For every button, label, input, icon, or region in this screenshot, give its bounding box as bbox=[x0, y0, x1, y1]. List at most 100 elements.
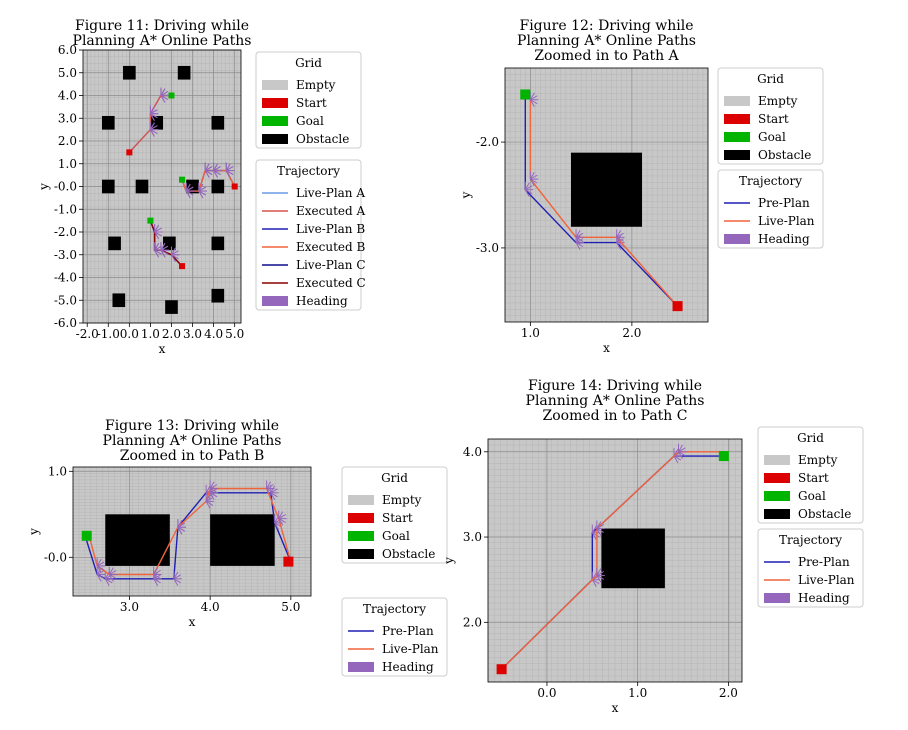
x-tick-label: 2.0 bbox=[162, 327, 181, 341]
legend-label: Live-Plan bbox=[382, 642, 439, 656]
heading-mark bbox=[266, 484, 274, 489]
heading-mark bbox=[530, 95, 538, 101]
heading-mark bbox=[149, 129, 155, 137]
heading-mark bbox=[278, 514, 286, 520]
heading-mark bbox=[150, 113, 158, 119]
legend-label: Goal bbox=[798, 489, 826, 503]
legend-label: Pre-Plan bbox=[382, 624, 434, 638]
heading-mark bbox=[525, 185, 533, 191]
y-tick-label: 4.0 bbox=[58, 89, 77, 103]
x-tick-label: 3.0 bbox=[183, 327, 202, 341]
heading-mark bbox=[596, 528, 602, 536]
heading-mark bbox=[104, 571, 110, 580]
start-marker bbox=[283, 556, 294, 567]
plot-frame bbox=[504, 67, 709, 323]
legend-label: Pre-Plan bbox=[758, 196, 810, 210]
heading-mark bbox=[171, 247, 176, 255]
legend-label: Start bbox=[798, 471, 829, 485]
obstacle bbox=[165, 300, 178, 314]
legend-box bbox=[341, 597, 448, 677]
heading-mark bbox=[160, 95, 166, 103]
heading-mark bbox=[177, 526, 186, 532]
heading-mark bbox=[209, 488, 215, 496]
goal-marker bbox=[147, 217, 154, 224]
legend-swatch bbox=[348, 662, 374, 672]
heading-mark bbox=[154, 243, 160, 251]
goal-marker bbox=[179, 176, 186, 183]
goal-marker bbox=[520, 89, 531, 100]
heading-mark bbox=[575, 236, 584, 242]
heading-mark bbox=[96, 565, 105, 571]
legend-box bbox=[255, 159, 362, 311]
heading-mark bbox=[575, 232, 584, 238]
y-axis-label: y bbox=[459, 191, 473, 199]
y-tick-label: 4.0 bbox=[463, 445, 482, 459]
legend-label: Empty bbox=[382, 493, 422, 507]
legend-title: Trajectory bbox=[739, 174, 802, 188]
x-tick-label: 1.0 bbox=[628, 686, 647, 700]
heading-mark bbox=[266, 488, 274, 493]
heading-mark bbox=[529, 92, 535, 101]
heading-mark bbox=[153, 574, 159, 582]
heading-mark bbox=[153, 578, 159, 586]
goal-marker bbox=[168, 92, 175, 99]
legend-title: Trajectory bbox=[779, 533, 842, 547]
start-marker bbox=[672, 301, 683, 312]
heading-mark bbox=[529, 178, 535, 187]
legend-label: Goal bbox=[296, 114, 324, 128]
chart-title: Figure 11: Driving while Planning A* Onli… bbox=[73, 18, 252, 49]
obstacle bbox=[211, 115, 225, 130]
heading-mark bbox=[153, 567, 159, 575]
heading-mark bbox=[596, 521, 602, 529]
heading-mark bbox=[173, 578, 182, 584]
heading-mark bbox=[198, 186, 207, 192]
y-tick-label: -5.0 bbox=[54, 293, 77, 307]
legend-box bbox=[757, 528, 864, 608]
plot-frame bbox=[487, 438, 743, 683]
heading-mark bbox=[530, 178, 538, 184]
legend-swatch bbox=[724, 234, 750, 244]
heading-mark bbox=[160, 91, 169, 96]
heading-mark bbox=[204, 166, 213, 172]
legend-swatch bbox=[348, 549, 374, 559]
y-axis-label: y bbox=[37, 183, 51, 191]
legend-label: Obstacle bbox=[798, 507, 851, 521]
heading-mark bbox=[205, 494, 211, 502]
obstacle bbox=[101, 115, 115, 130]
heading-mark bbox=[209, 481, 215, 489]
heading-mark bbox=[150, 109, 158, 115]
heading-mark bbox=[96, 565, 102, 574]
heading-mark bbox=[177, 526, 183, 535]
heading-mark bbox=[591, 532, 597, 540]
heading-mark bbox=[108, 567, 114, 575]
legend-label: Goal bbox=[382, 529, 410, 543]
y-tick-label: -0.0 bbox=[44, 550, 67, 564]
heading-mark bbox=[592, 579, 600, 585]
heading-mark bbox=[213, 170, 221, 176]
y-tick-label: -2.0 bbox=[476, 135, 499, 149]
x-axis-label: x bbox=[603, 341, 610, 355]
heading-mark bbox=[616, 237, 622, 245]
legend-swatch bbox=[262, 80, 288, 90]
heading-mark bbox=[108, 574, 114, 582]
heading-mark bbox=[177, 520, 183, 528]
y-tick-label: 6.0 bbox=[58, 43, 77, 57]
legend-label: Start bbox=[382, 511, 413, 525]
heading-mark bbox=[160, 88, 166, 96]
x-tick-label: 2.0 bbox=[719, 686, 738, 700]
heading-mark bbox=[575, 237, 581, 245]
legend-label: Heading bbox=[296, 294, 348, 308]
heading-mark bbox=[278, 518, 284, 526]
goal-marker bbox=[718, 451, 729, 462]
heading-mark bbox=[160, 249, 169, 255]
series-line bbox=[88, 487, 292, 576]
obstacle bbox=[601, 528, 665, 589]
heading-mark bbox=[171, 254, 176, 262]
chart-title: Figure 14: Driving while Planning A* Onli… bbox=[526, 378, 705, 424]
heading-mark bbox=[270, 492, 276, 500]
y-tick-label: 5.0 bbox=[58, 66, 77, 80]
x-tick-label: 2.0 bbox=[622, 326, 641, 340]
heading-mark bbox=[266, 488, 272, 496]
heading-mark bbox=[226, 166, 234, 172]
goal-marker bbox=[81, 530, 92, 541]
